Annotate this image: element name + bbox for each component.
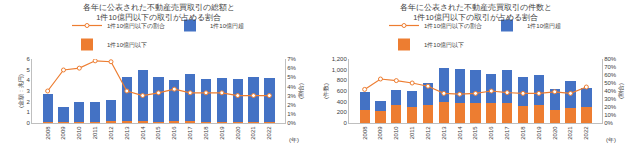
svg-text:2015: 2015 bbox=[472, 126, 478, 140]
svg-text:2008: 2008 bbox=[362, 126, 368, 140]
svg-text:2019: 2019 bbox=[536, 126, 542, 140]
svg-text:200: 200 bbox=[337, 109, 348, 115]
svg-text:2009: 2009 bbox=[377, 126, 383, 140]
svg-text:2018: 2018 bbox=[520, 126, 526, 140]
svg-text:2014: 2014 bbox=[457, 126, 463, 140]
svg-text:1件10億円超: 1件10億円超 bbox=[527, 22, 561, 29]
svg-text:1,200: 1,200 bbox=[332, 56, 348, 62]
svg-text:2022: 2022 bbox=[583, 126, 589, 140]
svg-text:5%: 5% bbox=[287, 74, 296, 80]
svg-text:(年): (年) bbox=[289, 137, 299, 143]
svg-text:(件数): (件数) bbox=[323, 83, 329, 99]
svg-text:(割合): (割合) bbox=[617, 83, 624, 99]
svg-text:1件10億円以下: 1件10億円以下 bbox=[107, 41, 147, 48]
svg-text:4%: 4% bbox=[287, 84, 296, 90]
svg-text:3%: 3% bbox=[287, 93, 296, 99]
svg-text:10%: 10% bbox=[604, 112, 617, 118]
svg-text:50%: 50% bbox=[604, 80, 617, 86]
svg-text:1件10億円以下: 1件10億円以下 bbox=[424, 41, 464, 48]
svg-text:2014: 2014 bbox=[140, 126, 146, 140]
svg-text:各年に公表された不動産売買取引の件数と1件10億円以下の取引: 各年に公表された不動産売買取引の件数と1件10億円以下の取引が占める割合 bbox=[400, 3, 552, 22]
svg-text:0: 0 bbox=[26, 120, 30, 126]
svg-text:1件10億円超: 1件10億円超 bbox=[210, 22, 244, 29]
svg-text:6%: 6% bbox=[287, 65, 296, 71]
svg-text:600: 600 bbox=[337, 88, 348, 94]
svg-text:(割合): (割合) bbox=[297, 83, 304, 99]
svg-text:2011: 2011 bbox=[92, 126, 98, 140]
svg-text:2021: 2021 bbox=[567, 126, 573, 140]
svg-text:2015: 2015 bbox=[155, 126, 161, 140]
svg-text:3: 3 bbox=[26, 88, 30, 94]
svg-text:2011: 2011 bbox=[409, 126, 415, 140]
svg-text:2009: 2009 bbox=[60, 126, 66, 140]
svg-text:1,000: 1,000 bbox=[332, 67, 348, 73]
svg-text:各年に公表された不動産売買取引の総額と1件10億円以下の取引: 各年に公表された不動産売買取引の総額と1件10億円以下の取引が占める割合 bbox=[83, 3, 235, 22]
svg-text:400: 400 bbox=[337, 99, 348, 105]
svg-text:6: 6 bbox=[26, 56, 30, 62]
svg-text:2010: 2010 bbox=[76, 126, 82, 140]
svg-text:2010: 2010 bbox=[393, 126, 399, 140]
svg-text:2012: 2012 bbox=[108, 126, 114, 140]
svg-text:1%: 1% bbox=[287, 111, 296, 117]
svg-text:2017: 2017 bbox=[187, 126, 193, 140]
svg-text:20%: 20% bbox=[604, 104, 617, 110]
svg-text:0: 0 bbox=[343, 120, 347, 126]
svg-text:2017: 2017 bbox=[504, 126, 510, 140]
svg-text:1件10億円以下の割合: 1件10億円以下の割合 bbox=[107, 22, 165, 29]
svg-text:800: 800 bbox=[337, 77, 348, 83]
svg-text:70%: 70% bbox=[604, 64, 617, 70]
svg-text:(年): (年) bbox=[606, 137, 616, 143]
svg-text:2021: 2021 bbox=[250, 126, 256, 140]
svg-text:2018: 2018 bbox=[203, 126, 209, 140]
svg-text:2022: 2022 bbox=[266, 126, 272, 140]
svg-text:5: 5 bbox=[26, 67, 30, 73]
svg-text:40%: 40% bbox=[604, 88, 617, 94]
svg-text:30%: 30% bbox=[604, 96, 617, 102]
svg-text:2008: 2008 bbox=[45, 126, 51, 140]
svg-text:2%: 2% bbox=[287, 102, 296, 108]
svg-text:60%: 60% bbox=[604, 72, 617, 78]
svg-text:(金額：兆円): (金額：兆円) bbox=[17, 74, 24, 108]
svg-text:0%: 0% bbox=[287, 120, 296, 126]
svg-text:2012: 2012 bbox=[425, 126, 431, 140]
svg-text:2016: 2016 bbox=[171, 126, 177, 140]
svg-text:1: 1 bbox=[26, 109, 30, 115]
svg-text:7%: 7% bbox=[287, 56, 296, 62]
svg-text:1件10億円以下の割合: 1件10億円以下の割合 bbox=[424, 22, 482, 29]
svg-text:2013: 2013 bbox=[124, 126, 130, 140]
svg-text:4: 4 bbox=[26, 77, 30, 83]
svg-text:0%: 0% bbox=[604, 120, 613, 126]
svg-text:2019: 2019 bbox=[219, 126, 225, 140]
svg-text:2013: 2013 bbox=[441, 126, 447, 140]
svg-text:2020: 2020 bbox=[552, 126, 558, 140]
svg-text:2: 2 bbox=[26, 99, 30, 105]
svg-text:2020: 2020 bbox=[235, 126, 241, 140]
svg-text:2016: 2016 bbox=[488, 126, 494, 140]
svg-text:80%: 80% bbox=[604, 56, 617, 62]
